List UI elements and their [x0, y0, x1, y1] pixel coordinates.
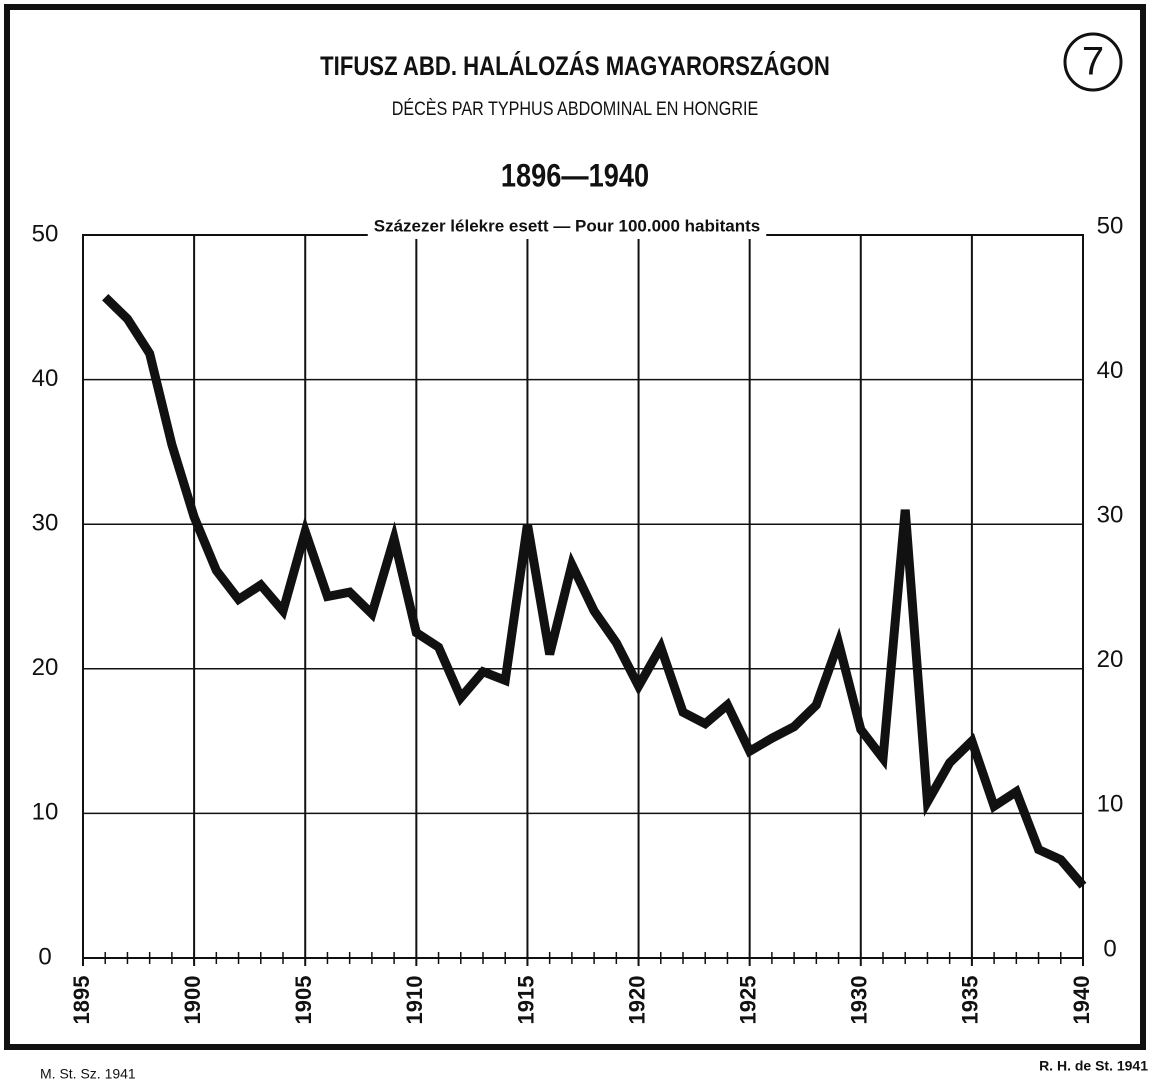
x-tick-label: 1900	[180, 976, 205, 1025]
x-tick-label: 1920	[624, 976, 649, 1025]
x-tick-label: 1905	[291, 976, 316, 1025]
y2-tick-label: 50	[1097, 212, 1124, 239]
frame	[4, 4, 1146, 1050]
y-tick-label: 30	[32, 510, 59, 537]
y2-tick-label: 20	[1097, 646, 1124, 673]
y-tick-label: 0	[38, 943, 51, 970]
x-tick-label: 1925	[735, 976, 760, 1025]
y2-tick-label: 0	[1103, 935, 1116, 962]
y-tick-label: 10	[32, 799, 59, 826]
y-axis-label-bg	[367, 231, 767, 239]
source-right: R. H. de St. 1941	[1039, 1058, 1148, 1074]
period: 1896—1940	[501, 158, 649, 194]
x-tick-label: 1935	[958, 976, 983, 1025]
badge-circle	[1063, 32, 1123, 92]
x-tick-label: 1940	[1069, 976, 1094, 1025]
y-tick-label: 20	[32, 654, 59, 681]
y-axis-label: Százezer lélekre esett — Pour 100.000 ha…	[374, 216, 760, 235]
y2-tick-label: 40	[1097, 357, 1124, 384]
data-line	[102, 293, 1087, 889]
x-tick-label: 1930	[847, 976, 872, 1025]
y2-tick-label: 10	[1097, 791, 1124, 818]
y2-tick-label: 30	[1097, 502, 1124, 529]
y-tick-label: 40	[32, 365, 59, 392]
source-left: M. St. Sz. 1941	[40, 1066, 136, 1082]
x-tick-label: 1910	[402, 976, 427, 1025]
y-tick-label: 50	[32, 220, 59, 247]
chart-subtitle: DÉCÈS PAR TYPHUS ABDOMINAL EN HONGRIE	[392, 98, 759, 120]
x-tick-label: 1895	[69, 976, 94, 1025]
chart-title: TIFUSZ ABD. HALÁLOZÁS MAGYARORSZÁGON	[320, 51, 830, 82]
x-tick-label: 1915	[513, 976, 538, 1025]
badge: 7	[1082, 40, 1104, 84]
